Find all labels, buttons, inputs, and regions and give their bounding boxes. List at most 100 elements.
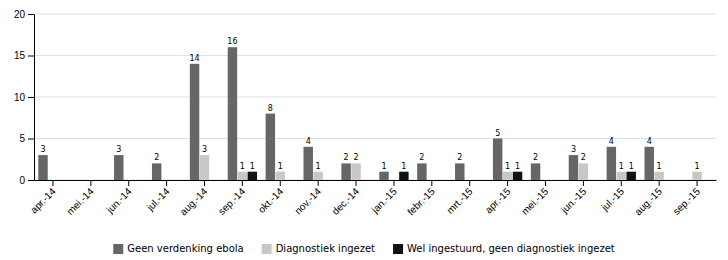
x-tick-label: sep.-15 bbox=[671, 185, 703, 217]
x-tick: nov.-14 bbox=[292, 180, 323, 217]
bar bbox=[276, 172, 285, 180]
y-axis: 05101520 bbox=[14, 9, 35, 186]
x-tick-label: okt.-14 bbox=[256, 185, 286, 215]
x-axis-line bbox=[35, 180, 717, 181]
x-tick: jun.-14 bbox=[104, 180, 134, 216]
legend-swatch bbox=[262, 244, 272, 254]
data-label: 3 bbox=[202, 145, 207, 154]
bar bbox=[285, 180, 294, 181]
x-axis: apr.-14mei.-14jun.-14jul.-14aug.-14sep.-… bbox=[28, 180, 716, 217]
bar bbox=[162, 180, 171, 181]
x-tick: mei.-15 bbox=[519, 180, 551, 217]
bar bbox=[427, 180, 436, 181]
y-tick-mark bbox=[28, 14, 34, 15]
y-tick-label: 15 bbox=[14, 50, 26, 61]
data-label: 1 bbox=[619, 162, 624, 171]
x-tick: aug.-15 bbox=[632, 180, 664, 217]
bar bbox=[513, 172, 522, 180]
bar bbox=[626, 172, 635, 180]
y-tick-label: 10 bbox=[14, 92, 26, 103]
bar bbox=[134, 180, 143, 181]
x-tick-label: jul.-14 bbox=[144, 185, 172, 213]
data-label: 8 bbox=[268, 104, 273, 113]
x-tick-mark bbox=[356, 180, 357, 186]
x-tick-label: nov.-14 bbox=[292, 185, 323, 216]
data-label: 1 bbox=[240, 162, 245, 171]
bar bbox=[465, 180, 474, 181]
x-tick-mark bbox=[469, 180, 470, 186]
x-tick-mark bbox=[318, 180, 319, 186]
bar bbox=[76, 180, 85, 181]
bar bbox=[589, 180, 598, 181]
bar bbox=[531, 163, 540, 180]
bar bbox=[323, 180, 332, 181]
bar bbox=[579, 163, 588, 180]
x-tick-mark bbox=[280, 180, 281, 186]
x-tick: jan.-15 bbox=[369, 180, 399, 216]
x-tick-mark bbox=[52, 180, 53, 186]
data-label: 4 bbox=[609, 137, 614, 146]
grid bbox=[34, 14, 716, 180]
bar bbox=[248, 172, 257, 180]
x-tick-mark bbox=[621, 180, 622, 186]
x-tick: jul.-14 bbox=[144, 180, 172, 213]
x-tick-label: dec.-14 bbox=[330, 185, 362, 217]
x-tick-mark bbox=[90, 180, 91, 186]
bar bbox=[341, 163, 350, 180]
y-tick: 10 bbox=[14, 92, 34, 103]
x-tick-label: jul.-15 bbox=[598, 185, 626, 213]
bar bbox=[172, 180, 181, 181]
data-label: 1 bbox=[278, 162, 283, 171]
data-label: 3 bbox=[116, 145, 121, 154]
bar bbox=[399, 172, 408, 180]
bar bbox=[266, 114, 275, 180]
y-axis-line bbox=[34, 15, 35, 181]
grid-line bbox=[34, 97, 716, 98]
x-tick-mark bbox=[545, 180, 546, 186]
y-tick-mark bbox=[28, 97, 34, 98]
x-tick-label: jun.-14 bbox=[104, 185, 134, 215]
bar-series bbox=[248, 172, 636, 180]
bar bbox=[152, 163, 161, 180]
bar bbox=[86, 180, 95, 181]
x-tick-mark bbox=[431, 180, 432, 186]
x-tick-label: febr.-15 bbox=[405, 185, 437, 217]
bar bbox=[654, 172, 663, 180]
x-tick: mrt.-15 bbox=[444, 180, 474, 216]
legend-item: Diagnostiek ingezet bbox=[262, 243, 375, 254]
bar bbox=[417, 163, 426, 180]
x-tick-label: sep.-14 bbox=[216, 185, 248, 217]
bar bbox=[389, 180, 398, 181]
x-tick-label: mei.-14 bbox=[64, 185, 96, 217]
y-tick: 0 bbox=[19, 175, 34, 186]
x-tick-mark bbox=[507, 180, 508, 186]
data-label: 1 bbox=[381, 162, 386, 171]
x-tick-mark bbox=[128, 180, 129, 186]
bar bbox=[503, 172, 512, 180]
data-label: 1 bbox=[657, 162, 662, 171]
bar bbox=[551, 180, 560, 181]
x-tick: apr.-15 bbox=[483, 180, 513, 215]
bar bbox=[38, 155, 47, 180]
x-tick-label: aug.-14 bbox=[178, 185, 210, 217]
data-label: 2 bbox=[419, 153, 424, 162]
bar bbox=[379, 172, 388, 180]
data-label: 2 bbox=[533, 153, 538, 162]
bar bbox=[210, 180, 219, 181]
x-tick-mark bbox=[393, 180, 394, 186]
data-label: 1 bbox=[695, 162, 700, 171]
bar bbox=[692, 172, 701, 180]
x-tick: jun.-15 bbox=[558, 180, 588, 216]
legend-swatch bbox=[393, 244, 403, 254]
x-tick: sep.-14 bbox=[216, 180, 248, 217]
bar-series bbox=[200, 155, 702, 180]
bar bbox=[437, 180, 446, 181]
legend-item: Wel ingestuurd, geen diagnostiek ingezet bbox=[393, 243, 615, 254]
data-label: 4 bbox=[306, 137, 311, 146]
data-label: 1 bbox=[505, 162, 510, 171]
legend-label: Diagnostiek ingezet bbox=[276, 243, 375, 254]
legend-swatch bbox=[113, 244, 123, 254]
bar bbox=[200, 155, 209, 180]
data-label: 2 bbox=[344, 153, 349, 162]
chart: 05101520apr.-14mei.-14jun.-14jul.-14aug.… bbox=[0, 0, 728, 260]
